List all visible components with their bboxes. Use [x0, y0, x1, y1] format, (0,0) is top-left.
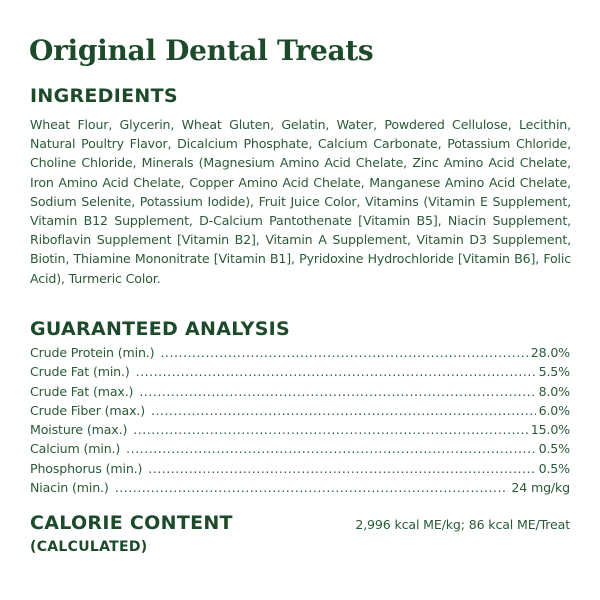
analysis-value: 0.5%	[538, 460, 571, 476]
analysis-row: Crude Fiber (max.) 6.0%	[30, 403, 570, 422]
analysis-value: 5.5%	[538, 364, 571, 380]
analysis-label: Niacin (min.)	[30, 480, 109, 496]
analysis-label: Phosphorus (min.)	[30, 460, 143, 476]
analysis-row: Moisture (max.) 15.0%	[30, 422, 570, 441]
analysis-label: Crude Fat (min.)	[30, 364, 130, 380]
analysis-label: Crude Fat (max.)	[30, 383, 134, 399]
analysis-label: Crude Protein (min.)	[30, 345, 155, 360]
leader-dots	[126, 441, 535, 456]
calorie-content-value: 2,996 kcal ME/kg; 86 kcal ME/Treat	[355, 517, 570, 532]
product-title: Original Dental Treats	[29, 34, 374, 67]
leader-dots	[160, 345, 527, 360]
analysis-row: Calcium (min.) 0.5%	[30, 441, 570, 460]
ingredients-heading: INGREDIENTS	[30, 85, 178, 107]
analysis-label: Crude Fiber (max.)	[30, 402, 146, 418]
ingredients-text: Wheat Flour, Glycerin, Wheat Gluten, Gel…	[30, 117, 571, 286]
calorie-content-heading: CALORIE CONTENT	[30, 512, 233, 534]
guaranteed-analysis-table: Crude Protein (min.) 28.0% Crude Fat (min…	[30, 345, 570, 499]
calorie-calculated-subheading: (CALCULATED)	[30, 539, 148, 555]
analysis-row: Crude Fat (min.) 5.5%	[30, 364, 570, 383]
analysis-row: Phosphorus (min.) 0.5%	[30, 461, 570, 480]
analysis-label: Moisture (max.)	[30, 422, 128, 438]
analysis-value: 0.5%	[538, 441, 571, 457]
leader-dots	[151, 403, 536, 418]
leader-dots	[148, 461, 535, 476]
analysis-row: Niacin (min.) 24 mg/kg	[30, 480, 570, 499]
leader-dots	[139, 384, 535, 399]
guaranteed-analysis-heading: GUARANTEED ANALYSIS	[30, 318, 291, 340]
analysis-row: Crude Protein (min.) 28.0%	[30, 345, 570, 364]
analysis-value: 28.0%	[530, 345, 570, 360]
leader-dots	[136, 364, 536, 379]
leader-dots	[133, 422, 528, 437]
analysis-value: 8.0%	[538, 383, 571, 399]
analysis-row: Crude Fat (max.) 8.0%	[30, 384, 570, 403]
analysis-value: 6.0%	[538, 402, 571, 418]
analysis-value: 15.0%	[530, 422, 570, 438]
leader-dots	[115, 480, 509, 495]
analysis-label: Calcium (min.)	[30, 441, 121, 457]
analysis-value: 24 mg/kg	[511, 480, 570, 496]
